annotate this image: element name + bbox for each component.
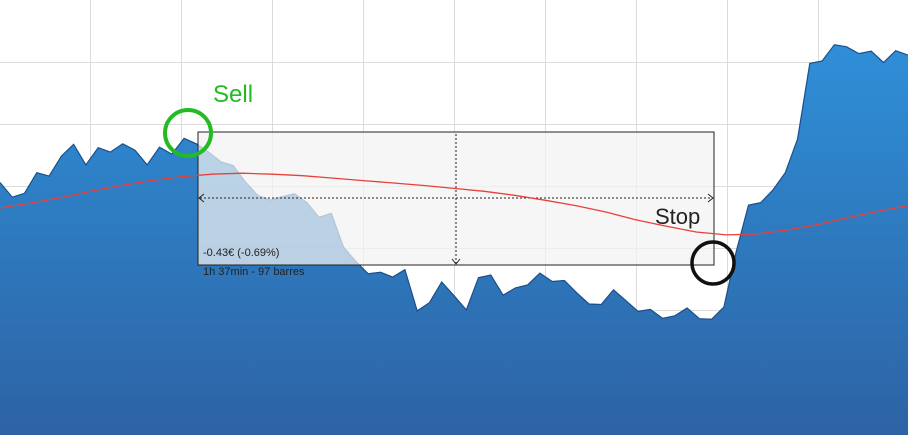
arrow-left-icon <box>198 193 205 203</box>
arrow-down-icon <box>451 258 461 265</box>
stop-circle[interactable] <box>690 240 736 286</box>
sell-label: Sell <box>213 81 253 108</box>
measure-change-label: -0.43€ (-0.69%) <box>203 247 279 259</box>
measure-duration-label: 1h 37min - 97 barres <box>203 266 305 278</box>
sell-circle[interactable] <box>163 108 213 158</box>
price-area-series[interactable] <box>0 44 908 435</box>
stop-marker[interactable]: Stop <box>655 204 736 286</box>
stop-label: Stop <box>655 204 700 229</box>
moving-average-line[interactable] <box>0 172 908 236</box>
price-line-series[interactable] <box>0 44 908 320</box>
measure-tool[interactable]: -0.43€ (-0.69%) 1h 37min - 97 barres <box>197 131 715 278</box>
sell-marker[interactable]: Sell <box>163 81 253 158</box>
arrow-right-icon <box>707 193 714 203</box>
